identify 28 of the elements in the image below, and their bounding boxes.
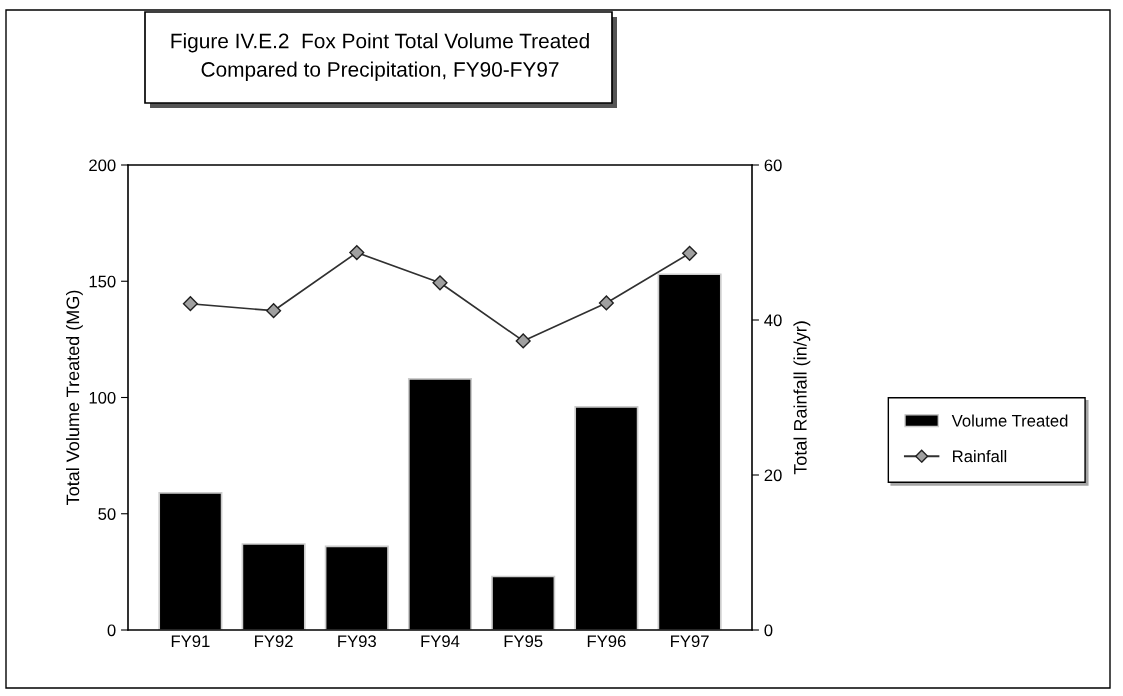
y2-axis-title: Total Rainfall (in/yr) bbox=[793, 321, 811, 475]
y2-tick-label: 20 bbox=[764, 469, 782, 482]
chart-title: Figure IV.E.2 Fox Point Total Volume Treated Compared to Precipitation, FY90-FY97 bbox=[171, 33, 589, 81]
point bbox=[515, 333, 531, 349]
point bbox=[682, 245, 698, 261]
y-tick-label: 100 bbox=[89, 391, 116, 404]
y2-tick-label: 40 bbox=[764, 314, 782, 327]
y-tick-label: 0 bbox=[107, 624, 116, 637]
y2-tick-label: 60 bbox=[764, 159, 782, 172]
x-tick-label: FY95 bbox=[504, 635, 543, 648]
legend-label: Rainfall bbox=[953, 450, 1007, 463]
point bbox=[432, 275, 448, 291]
point bbox=[266, 303, 282, 319]
x-tick-label: FY92 bbox=[255, 635, 293, 648]
y-axis-title: Total Volume Treated (MG) bbox=[66, 290, 83, 505]
point bbox=[598, 295, 614, 311]
x-tick-label: FY97 bbox=[671, 635, 709, 648]
y-tick-label: 50 bbox=[98, 508, 116, 520]
point bbox=[182, 296, 198, 312]
y-tick-label: 150 bbox=[89, 275, 116, 288]
x-tick-label: FY93 bbox=[338, 635, 376, 648]
point bbox=[349, 245, 365, 261]
y2-tick-label: 0 bbox=[764, 624, 773, 637]
y-tick-label: 200 bbox=[89, 159, 116, 172]
x-tick-label: FY94 bbox=[421, 635, 460, 648]
x-tick-label: FY91 bbox=[171, 635, 210, 648]
x-tick-label: FY96 bbox=[587, 635, 626, 648]
legend-label: Volume Treated bbox=[951, 414, 1068, 427]
